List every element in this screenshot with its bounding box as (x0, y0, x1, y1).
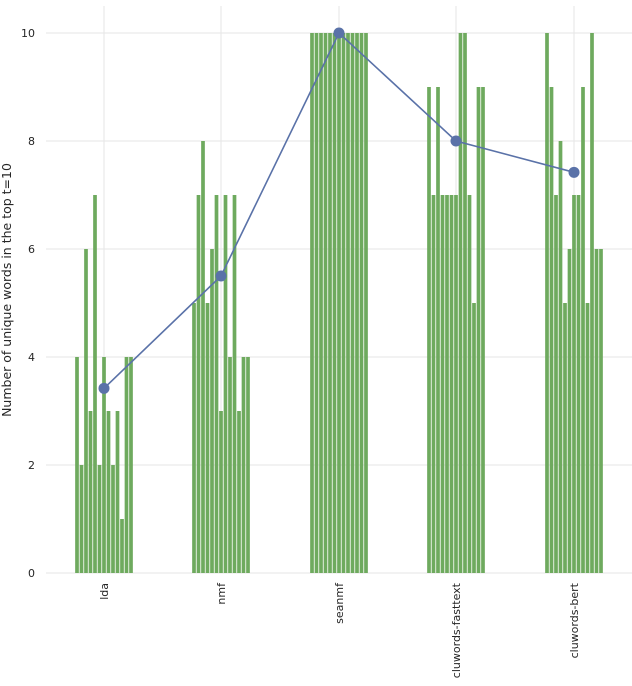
bar-lda-9 (111, 465, 115, 573)
bar-nmf-9 (228, 357, 232, 573)
bar-nmf-11 (237, 411, 241, 573)
bar-cluwords-bert-4 (558, 141, 563, 573)
bar-seanmf-1 (310, 33, 314, 573)
x-tick-label-seanmf: seanmf (333, 582, 346, 624)
bar-layer (75, 33, 603, 573)
bar-cluwords-fasttext-6 (449, 195, 454, 573)
bar-nmf-7 (219, 411, 223, 573)
x-tick-label-cluwords-fasttext: cluwords-fasttext (450, 582, 463, 678)
bar-nmf-6 (214, 195, 219, 573)
bar-cluwords-bert-5 (563, 303, 567, 573)
y-tick-label: 6 (28, 243, 35, 256)
bar-cluwords-fasttext-2 (431, 195, 436, 573)
bar-cluwords-bert-6 (567, 249, 572, 573)
bar-cluwords-fasttext-9 (463, 33, 467, 573)
y-tick-label: 8 (28, 135, 35, 148)
bar-cluwords-bert-8 (576, 195, 581, 573)
bar-cluwords-fasttext-7 (454, 195, 458, 573)
bar-cluwords-bert-10 (585, 303, 590, 573)
bar-seanmf-11 (355, 33, 359, 573)
y-tick-label: 4 (28, 351, 35, 364)
x-tick-label-lda: lda (98, 583, 111, 600)
bar-cluwords-fasttext-1 (427, 87, 431, 573)
bar-seanmf-5 (328, 33, 332, 573)
mean-point-cluwords-bert (568, 166, 580, 178)
bar-seanmf-8 (341, 33, 346, 573)
bar-cluwords-bert-1 (545, 33, 549, 573)
bar-lda-13 (129, 357, 133, 573)
bar-cluwords-fasttext-13 (481, 87, 485, 573)
bar-seanmf-10 (350, 33, 355, 573)
bar-lda-11 (120, 519, 124, 573)
bar-cluwords-fasttext-3 (436, 87, 440, 573)
y-tick-label: 0 (28, 567, 35, 580)
bar-seanmf-12 (359, 33, 364, 573)
bar-nmf-3 (201, 141, 205, 573)
bar-lda-10 (115, 411, 120, 573)
bar-cluwords-bert-12 (594, 249, 599, 573)
bar-lda-1 (75, 357, 79, 573)
bar-seanmf-9 (346, 33, 350, 573)
bar-cluwords-fasttext-8 (458, 33, 463, 573)
mean-point-seanmf (333, 27, 345, 39)
y-axis-label: Number of unique words in the top t=10 (0, 163, 14, 417)
bar-lda-2 (79, 465, 84, 573)
bar-seanmf-2 (314, 33, 319, 573)
mean-point-lda (98, 382, 110, 394)
y-tick-label: 10 (21, 27, 35, 40)
bar-cluwords-bert-7 (572, 195, 576, 573)
bar-cluwords-fasttext-12 (476, 87, 481, 573)
x-tick-label-cluwords-bert: cluwords-bert (568, 582, 581, 658)
bar-lda-6 (97, 465, 102, 573)
bar-lda-4 (88, 411, 93, 573)
bar-cluwords-bert-13 (599, 249, 603, 573)
bar-lda-7 (102, 357, 106, 573)
bar-nmf-12 (241, 357, 246, 573)
bar-nmf-2 (196, 195, 201, 573)
bar-nmf-8 (223, 195, 228, 573)
bar-cluwords-fasttext-11 (472, 303, 476, 573)
bar-cluwords-bert-11 (590, 33, 594, 573)
x-tick-label-nmf: nmf (215, 582, 228, 605)
bar-seanmf-4 (323, 33, 328, 573)
bar-cluwords-fasttext-10 (467, 195, 472, 573)
tick-label-layer: 0 2 4 6 8 10 lda nmf seanmf cluwords-fasttext cluw… (21, 27, 581, 678)
bar-cluwords-fasttext-4 (440, 195, 445, 573)
bar-cluwords-fasttext-5 (445, 195, 449, 573)
mean-point-cluwords-fasttext (450, 135, 462, 147)
bar-nmf-10 (232, 195, 237, 573)
bar-seanmf-3 (319, 33, 323, 573)
bar-lda-3 (84, 249, 88, 573)
bar-cluwords-bert-3 (554, 195, 558, 573)
bar-seanmf-7 (337, 33, 341, 573)
bar-nmf-1 (192, 303, 196, 573)
bar-lda-5 (93, 195, 97, 573)
bar-lda-8 (106, 411, 111, 573)
mean-point-nmf (215, 270, 227, 282)
mean-line-layer (98, 27, 580, 394)
bar-cluwords-bert-2 (549, 87, 554, 573)
bar-cluwords-bert-9 (581, 87, 585, 573)
bar-nmf-5 (210, 249, 214, 573)
y-tick-label: 2 (28, 459, 35, 472)
bar-nmf-13 (246, 357, 250, 573)
bar-seanmf-13 (364, 33, 368, 573)
bar-seanmf-6 (332, 33, 337, 573)
bar-lda-12 (124, 357, 129, 573)
bar-nmf-4 (205, 303, 210, 573)
